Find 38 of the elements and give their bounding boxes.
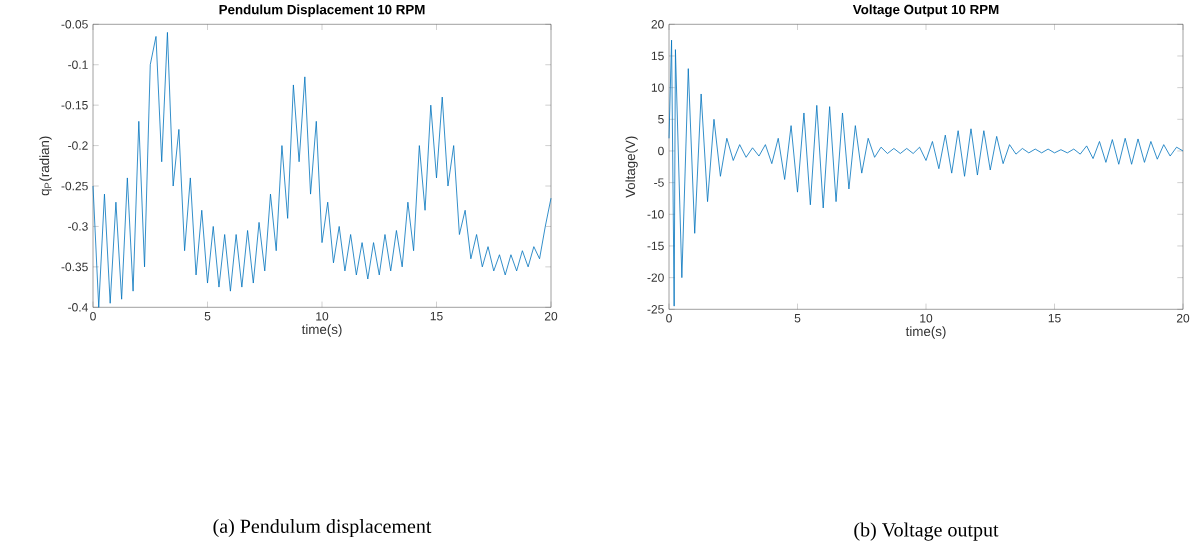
x-axis-title: time(s): [301, 324, 342, 337]
y-tick-label: -0.2: [68, 141, 88, 150]
y-tick-label: -0.4: [68, 302, 88, 312]
x-tick-label: 20: [544, 311, 558, 321]
y-tick-label: 5: [658, 114, 664, 124]
y-tick-label: -25: [647, 304, 664, 314]
x-tick-label: 20: [1176, 313, 1190, 323]
y-axis-title: Voltage(V): [625, 136, 638, 198]
y-tick-label: 20: [651, 19, 664, 29]
y-tick-label: -15: [647, 241, 664, 251]
y-tick-label: 0: [658, 146, 664, 156]
chart-title: Voltage Output 10 RPM: [852, 4, 999, 17]
x-tick-label: 15: [1048, 313, 1061, 323]
x-tick-label: 15: [430, 311, 443, 321]
x-tick-label: 5: [204, 311, 211, 321]
y-tick-label: -20: [647, 273, 664, 282]
text: (b) Voltage output: [854, 522, 999, 541]
y-tick-label: 10: [651, 83, 664, 92]
x-tick-label: 5: [794, 313, 801, 323]
line-series: [92, 31, 552, 308]
y-tick-label: -0.05: [61, 19, 88, 29]
x-axis-title: time(s): [905, 326, 946, 339]
y-tick-label: -10: [647, 209, 664, 219]
y-tick-label: -0.25: [61, 181, 88, 191]
x-tick-label: 10: [920, 313, 933, 323]
y-tick-label: -0.1: [68, 60, 88, 69]
x-tick-label: 10: [316, 311, 329, 321]
y-tick-label: 15: [651, 51, 664, 61]
y-tick-label: -0.15: [61, 100, 88, 110]
y-tick-label: -0.35: [61, 262, 88, 271]
y-tick-label: -5: [654, 178, 664, 187]
y-axis-title: q$_{P}$(radian): [39, 136, 52, 196]
line-series: [668, 39, 1184, 307]
y-tick-label: -0.3: [68, 222, 88, 231]
text: (a) Pendulum displacement: [213, 518, 432, 537]
chart-title: Pendulum Displacement 10 RPM: [219, 4, 425, 17]
x-tick-label: 0: [666, 313, 672, 323]
x-tick-label: 0: [90, 311, 96, 321]
